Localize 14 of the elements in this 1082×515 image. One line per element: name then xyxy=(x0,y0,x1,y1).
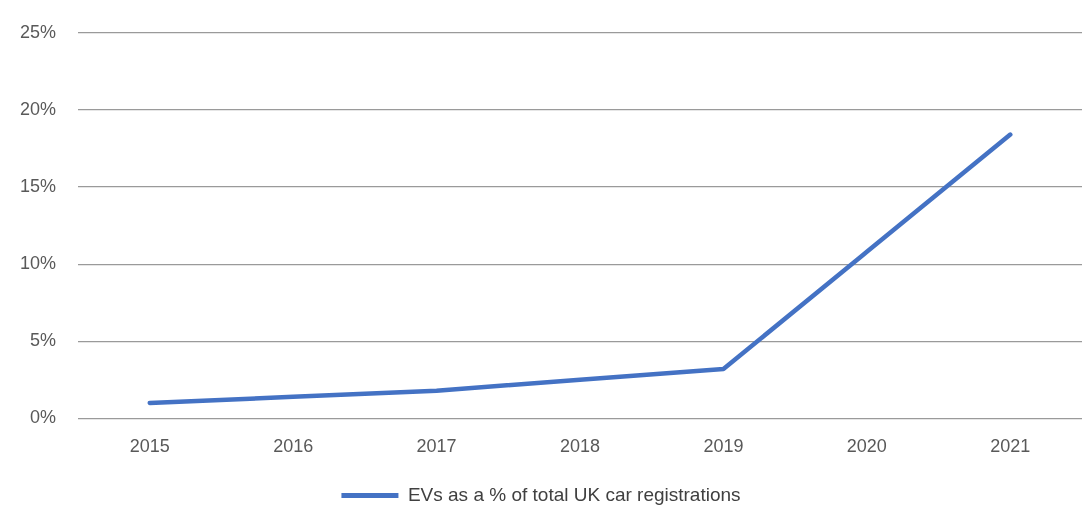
x-tick-label: 2020 xyxy=(846,436,887,457)
y-tick-label: 20% xyxy=(19,98,56,119)
y-tick-label: 25% xyxy=(19,21,56,42)
x-tick-label: 2016 xyxy=(273,436,314,457)
x-tick-label: 2019 xyxy=(703,436,744,457)
y-tick-label: 10% xyxy=(19,253,56,274)
legend-label: EVs as a % of total UK car registrations xyxy=(407,483,741,505)
x-tick-label: 2018 xyxy=(559,436,601,457)
y-tick-label: 5% xyxy=(29,330,56,351)
x-tick-label: 2015 xyxy=(129,436,170,457)
y-tick-label: 15% xyxy=(19,176,56,197)
x-tick-label: 2021 xyxy=(990,436,1031,457)
y-tick-label: 0% xyxy=(29,407,56,428)
x-tick-label: 2017 xyxy=(416,436,457,457)
